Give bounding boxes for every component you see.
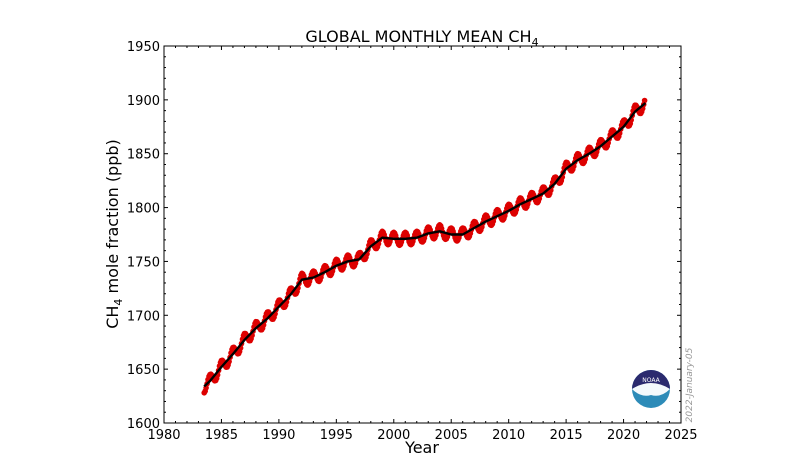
- x-tick-label: 1985: [205, 428, 238, 443]
- x-axis-title: Year: [404, 438, 439, 457]
- monthly-point: [641, 97, 648, 104]
- plot-frame: [163, 45, 682, 424]
- chart-title: GLOBAL MONTHLY MEAN CH4: [305, 27, 538, 49]
- y-tick-label: 1800: [127, 202, 160, 217]
- x-tick-label: 1995: [320, 428, 353, 443]
- x-tick-label: 1990: [262, 428, 295, 443]
- y-tick-label: 1900: [127, 94, 160, 109]
- x-tick-label: 2025: [664, 428, 697, 443]
- x-tick-label: 2000: [377, 428, 410, 443]
- y-axis-title: CH4 mole fraction (ppb): [103, 139, 125, 329]
- y-tick-label: 1700: [127, 309, 160, 324]
- noaa-logo-text: NOAA: [642, 377, 660, 384]
- x-tick-label: 1980: [147, 428, 180, 443]
- monthly-mean-points: [201, 97, 648, 396]
- x-axis-ticks: 1980 1985 1990 1995 2000 2005 2010 2015 2020 2025: [147, 46, 698, 443]
- y-tick-label: 1750: [127, 255, 160, 270]
- y-axis-ticks: 1600 1650 1700 1750 1800 1850 1900 1950: [127, 40, 681, 432]
- x-tick-label: 2010: [492, 428, 525, 443]
- noaa-logo-icon: NOAA: [632, 370, 670, 408]
- x-tick-label: 2015: [550, 428, 583, 443]
- date-stamp: 2022-January-05: [685, 347, 695, 422]
- y-tick-label: 1650: [127, 363, 160, 378]
- y-tick-label: 1950: [127, 40, 160, 55]
- y-tick-label: 1600: [127, 417, 160, 432]
- y-tick-label: 1850: [127, 148, 160, 163]
- x-tick-label: 2005: [435, 428, 468, 443]
- trend-line: [203, 102, 647, 388]
- x-tick-label: 2020: [607, 428, 640, 443]
